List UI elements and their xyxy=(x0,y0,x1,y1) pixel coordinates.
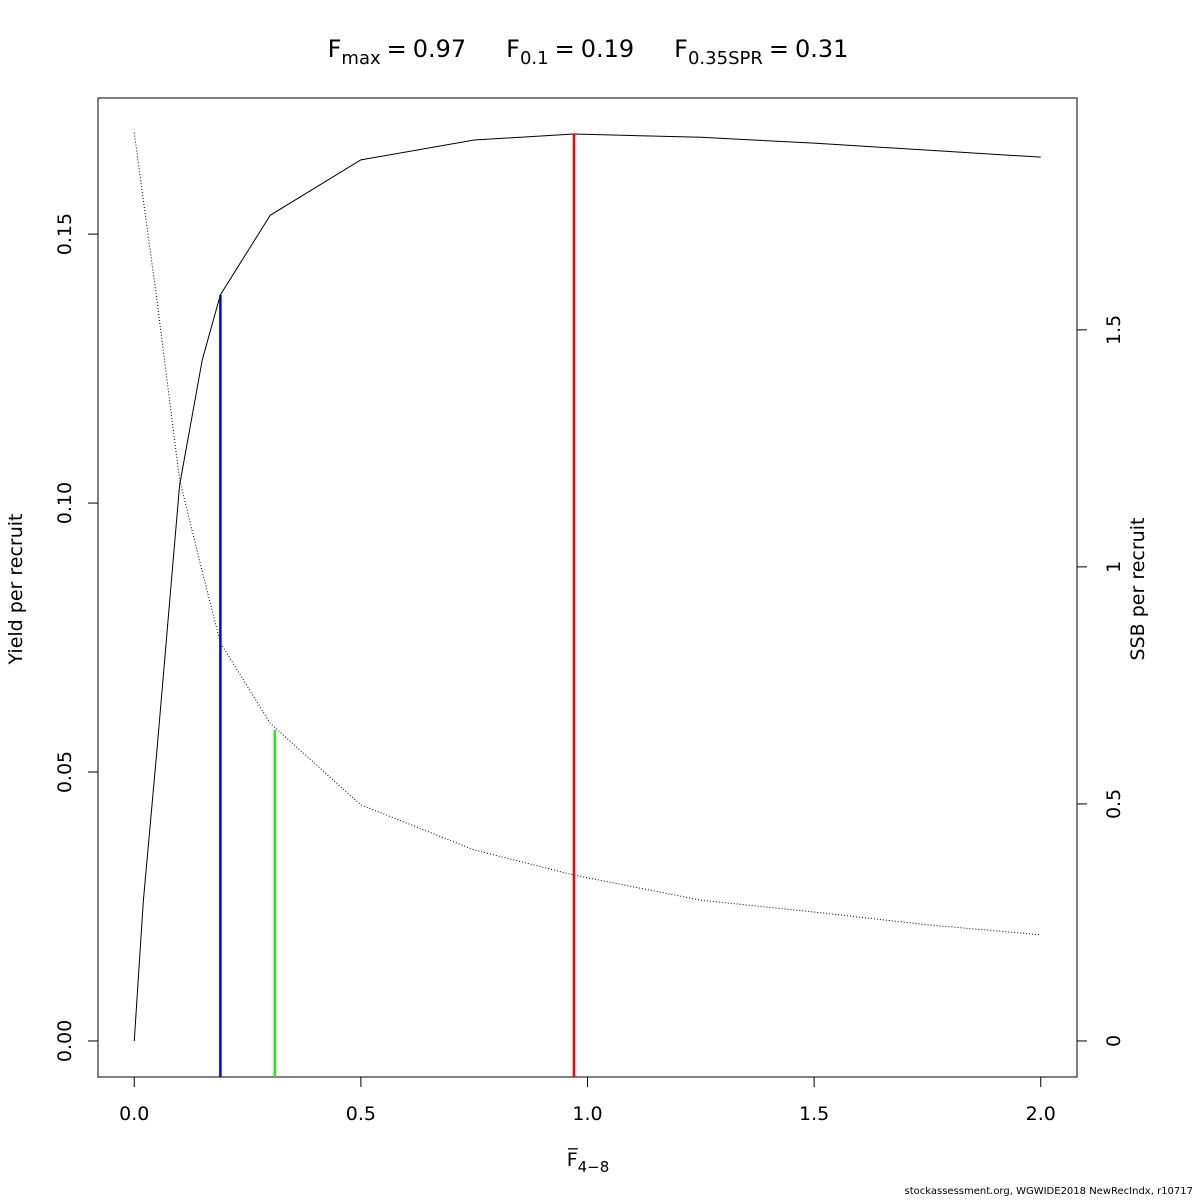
title-subscript: max xyxy=(341,48,381,69)
title-symbol: F xyxy=(674,35,688,63)
title-relation: = xyxy=(387,35,407,63)
y2-tick-label: 0.5 xyxy=(1103,789,1125,819)
x-tick-label: 2.0 xyxy=(1026,1103,1056,1125)
x-tick-label: 0.5 xyxy=(346,1103,376,1125)
footnote: stockassessment.org, WGWIDE2018 NewRecIn… xyxy=(905,1186,1194,1197)
y2-tick-label: 1.5 xyxy=(1103,315,1125,345)
y-tick-label: 0.05 xyxy=(54,751,76,793)
curve xyxy=(133,133,1041,1041)
title-value: 0.31 xyxy=(795,35,848,63)
y-tick-label: 0.15 xyxy=(54,213,76,255)
chart-title: Fmax = 0.97 F0.1 = 0.19 F0.35SPR = 0.31 xyxy=(328,35,849,69)
plot-frame xyxy=(97,97,1078,1078)
x-label-subscript: 4−8 xyxy=(578,1158,610,1176)
title-symbol: F xyxy=(328,35,342,63)
y2-tick-label: 0 xyxy=(1103,1035,1125,1047)
x-tick-label: 1.0 xyxy=(572,1103,602,1125)
x-axis-label: F̅4−8 xyxy=(567,1147,610,1176)
title-subscript: 0.1 xyxy=(520,48,549,69)
y-tick-label: 0.10 xyxy=(54,482,76,524)
title-value: 0.97 xyxy=(413,35,466,63)
title-value: 0.19 xyxy=(581,35,634,63)
title-symbol: F xyxy=(506,35,520,63)
x-tick-label: 1.5 xyxy=(799,1103,829,1125)
x-tick-label: 0.0 xyxy=(119,1103,149,1125)
y2-tick-label: 1 xyxy=(1103,561,1125,573)
y-tick-label: 0.00 xyxy=(54,1020,76,1062)
x-label-symbol: F̅ xyxy=(567,1147,579,1171)
title-subscript: 0.35SPR xyxy=(688,48,763,69)
curve xyxy=(133,132,1041,936)
title-relation: = xyxy=(769,35,789,63)
y-axis-label: Yield per recruit xyxy=(5,514,27,666)
title-relation: = xyxy=(555,35,575,63)
y2-axis-label: SSB per recruit xyxy=(1127,518,1149,661)
